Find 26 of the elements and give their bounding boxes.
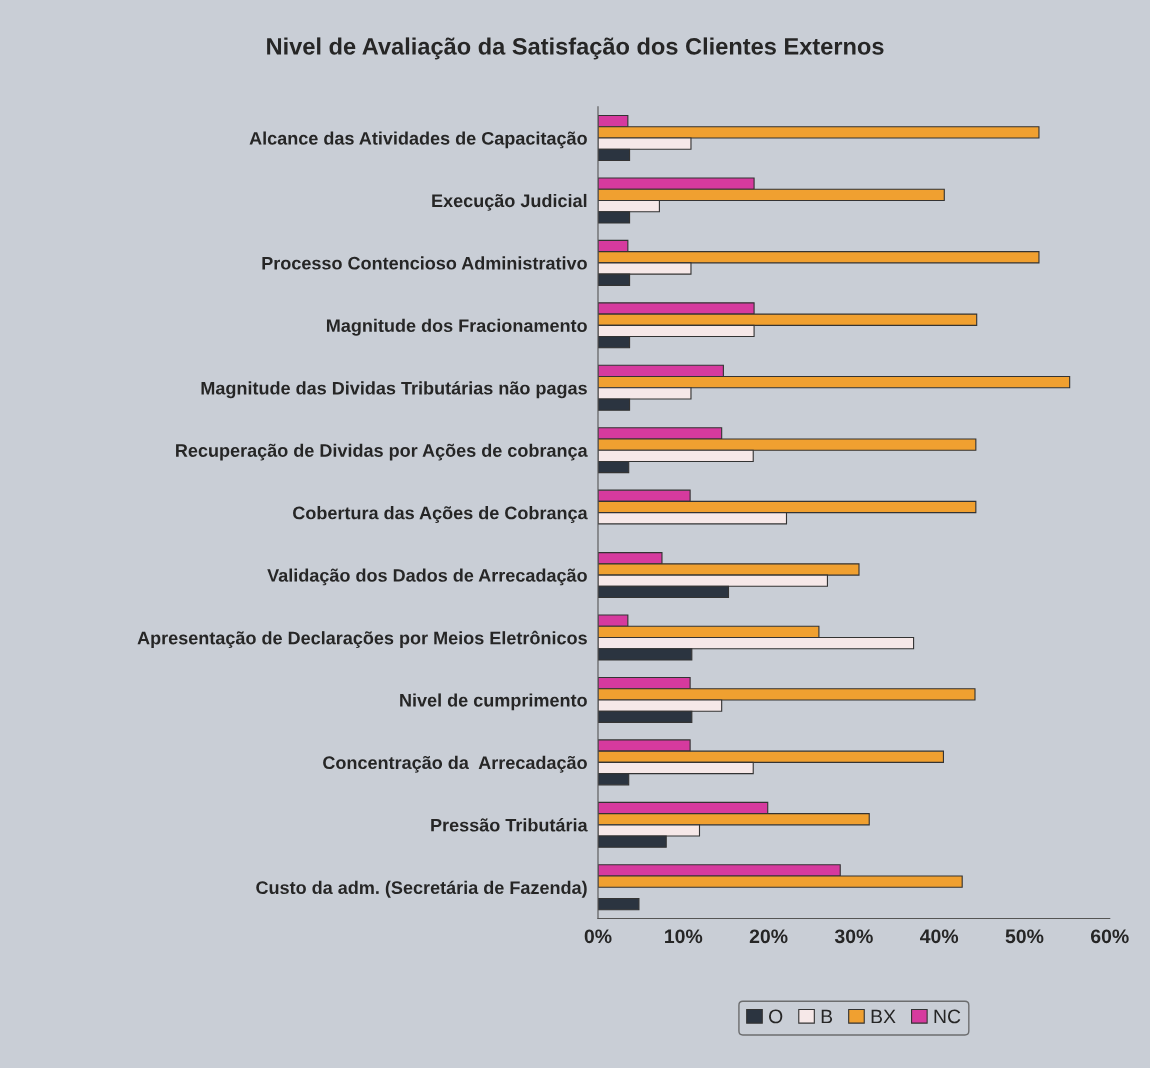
bar (598, 897, 640, 911)
y-tick-label: Execução Judicial (432, 193, 587, 211)
x-tick-label: 0% (584, 929, 612, 944)
y-tick-label: Concentração da Arrecadação (323, 755, 587, 773)
x-tick-label: 10% (665, 929, 703, 944)
y-tick-label: Validação dos Dados de Arrecadação (267, 568, 587, 586)
y-tick-label: Magnitude das Dividas Tributárias não pagas (201, 381, 587, 399)
x-tick-label: 20% (749, 929, 788, 944)
y-tick-label: Alcance das Atividades de Capacitação (249, 131, 587, 149)
y-tick-label: Pressão Tributária (431, 818, 588, 832)
y-tick-label: Cobertura das Ações de Cobrança (293, 506, 588, 523)
x-tick-label: 60% (1091, 929, 1129, 944)
y-tick-label: Custo da adm. (Secretária de Fazenda) (256, 880, 587, 898)
legend-label: BX (871, 1009, 896, 1024)
y-tick-label: Apresentação de Declarações por Meios Eletrônicos (137, 630, 587, 648)
legend-label: O (769, 1009, 783, 1024)
x-tick-label: 50% (1005, 929, 1044, 944)
legend-label: NC (934, 1009, 961, 1024)
x-tick-label: 40% (920, 929, 959, 944)
y-tick-label: Processo Contencioso Administrativo (262, 256, 587, 270)
y-tick-label: Recuperação de Dividas por Ações de cobrança (176, 443, 588, 461)
chart-title: Nivel de Avaliação da Satisfação dos Clientes Externos (267, 37, 884, 60)
y-tick-label: Nivel de cumprimento (400, 693, 587, 711)
x-tick-label: 30% (834, 929, 873, 944)
y-tick-label: Magnitude dos Fracionamento (326, 318, 587, 336)
legend-label: B (821, 1009, 833, 1024)
